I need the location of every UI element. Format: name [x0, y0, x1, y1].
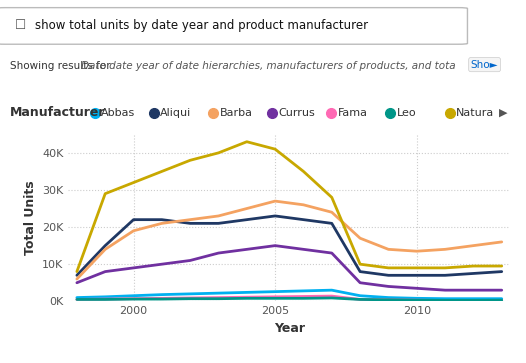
X-axis label: Year: Year: [274, 322, 305, 335]
Text: Fama: Fama: [338, 107, 368, 118]
Text: Barba: Barba: [219, 107, 252, 118]
Text: Date date year of date hierarchies, manufacturers of products, and tota: Date date year of date hierarchies, manu…: [81, 61, 456, 71]
Text: Sho►: Sho►: [471, 60, 499, 70]
Y-axis label: Total Units: Total Units: [24, 180, 37, 255]
Text: Natura: Natura: [456, 107, 494, 118]
FancyBboxPatch shape: [0, 8, 468, 44]
Text: Showing results for: Showing results for: [10, 61, 114, 71]
Text: Manufacturer: Manufacturer: [11, 106, 106, 119]
Text: ☐: ☐: [15, 19, 27, 32]
Text: Leo: Leo: [397, 107, 417, 118]
Text: Abbas: Abbas: [101, 107, 135, 118]
Text: ▶: ▶: [499, 107, 507, 118]
Text: Aliqui: Aliqui: [160, 107, 191, 118]
Text: show total units by date year and product manufacturer: show total units by date year and produc…: [35, 19, 368, 32]
Text: Currus: Currus: [279, 107, 316, 118]
